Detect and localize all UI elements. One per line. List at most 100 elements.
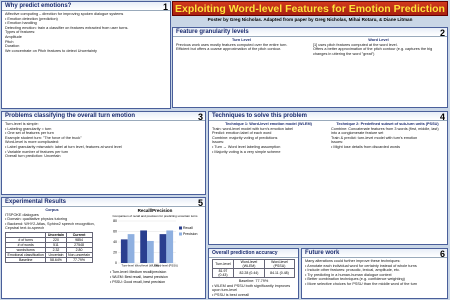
- panel-number: 3: [197, 112, 203, 122]
- table-row: Turn-level Word-level (WLEM) Word-level (P…: [212, 259, 296, 269]
- text-line: • Variable number of features per turn: [5, 149, 69, 154]
- text-line: Combine: Concatenate features from 3 wor…: [331, 126, 439, 136]
- text-line: Train: word-level model with turn's emot…: [212, 126, 293, 131]
- legend-swatch: [179, 232, 182, 236]
- table-cell: Non-uncertain: [65, 251, 93, 258]
- table-cell: Emotional classification: [4, 251, 47, 258]
- baseline: Baseline: 77.79%: [238, 279, 269, 283]
- panel-body: Corpus ITSPOKE dialogues • Domain: qualita…: [2, 207, 102, 263]
- table-cell: 84.11 (0.48): [263, 268, 296, 278]
- text-line: Detecting emotion: train a classifier on…: [5, 25, 129, 30]
- table-cell: Baseline: [4, 256, 47, 263]
- poster-title: Exploiting Word-level Features for Emoti…: [172, 1, 448, 16]
- panel-number: 6: [439, 249, 445, 259]
- text-line: Pitch: [5, 39, 14, 44]
- text-line: Train & predict: turn-level model with t…: [331, 135, 418, 140]
- table-cell: 82.28 (0.44): [232, 268, 265, 278]
- table-header: Word-level (PSSU): [263, 259, 296, 269]
- bar: [140, 230, 147, 263]
- panel-heading: Experimental Results: [2, 198, 205, 207]
- table-row: Emotional classification Uncertain Non-unc…: [4, 251, 93, 258]
- panel: Overall prediction accuracy Turn-level Wor…: [208, 248, 299, 299]
- text-line: • Better combination techniques (e.g. co…: [305, 277, 405, 282]
- text-line: Combine: majority voting of predictions: [212, 135, 278, 140]
- panel-body: Turn-level is simple: • Labeling granular…: [2, 121, 205, 159]
- text-line: We concentrate on Pitch features to dete…: [5, 48, 97, 53]
- column: Turn Level Previous work uses mostly feat…: [173, 38, 310, 56]
- text-line: Efficient but offers a coarse approximat…: [176, 47, 281, 52]
- bar: [147, 240, 154, 263]
- panel-number: 5: [197, 198, 203, 208]
- text-line: Corpus: [45, 208, 59, 212]
- panel-heading: Feature granularity levels: [173, 28, 447, 37]
- x-tick-label: Turn-level: [121, 264, 134, 268]
- text-line: • PSSU is best overall: [212, 292, 249, 297]
- table-cell: 81.97 (0.43): [212, 268, 234, 278]
- y-tick-label: 20: [113, 250, 117, 254]
- text-line: • Emotion detection (prediction): [5, 16, 58, 21]
- panel-heading: Overall prediction accuracy: [209, 249, 298, 258]
- text-line: Turn Level: [232, 38, 251, 42]
- panel-body: Affective computing – direction for impr…: [2, 11, 170, 53]
- text-line: Duration: [5, 44, 20, 49]
- text-line: Many alterations could further improve t…: [305, 259, 401, 263]
- text-line: Previous work uses mostly features compu…: [176, 42, 288, 47]
- text-line: Example student turn: "The force of the …: [5, 135, 82, 140]
- text-line: Offers a better approximation of the pit…: [313, 47, 433, 56]
- panel: 4 Techniques to solve this problem Techniq…: [208, 111, 448, 245]
- column: Technique 2: Predefined subset of sub-tu…: [328, 122, 447, 154]
- panel-heading: Future work: [302, 249, 447, 258]
- text-line: • Annotate each individual word for cert…: [305, 263, 417, 268]
- text-line: Amplitude: [5, 34, 22, 39]
- text-line: Predict: emotion label of each word: [212, 131, 272, 136]
- text-line: Technique 2: Predefined subset of sub-tu…: [336, 122, 439, 126]
- panel-number: 1: [162, 2, 168, 12]
- table-row: 81.97 (0.43) 82.28 (0.44) 84.11 (0.48): [212, 268, 296, 278]
- text-line: • Majority voting is a very simple schem…: [212, 149, 281, 154]
- chart-note: • PSSU: Good recall, best precision: [110, 280, 165, 284]
- legend-label: Recall: [183, 226, 193, 230]
- panel-heading: Techniques to solve this problem: [209, 112, 447, 121]
- text-line: • WLEM and PSSU both significantly impro…: [212, 283, 291, 293]
- text-line: Word-level is more complicated:: [5, 140, 59, 145]
- panel-number: 2: [439, 28, 445, 38]
- panel-heading: Problems classifying the overall turn em…: [2, 112, 205, 121]
- chart-note: • WLEM: Best recall, lowest precision: [110, 275, 168, 279]
- text-line: Technique 1: Word-level emotion model (W…: [225, 122, 312, 126]
- text-line: • One set of features per turn: [5, 131, 54, 136]
- table-row: Baseline 58.64% 77.79%: [4, 256, 93, 263]
- y-tick-label: 40: [113, 240, 117, 244]
- panel-body: Turn Level Previous work uses mostly feat…: [173, 37, 447, 56]
- byline: Poster by Greg Nicholas. Adapted from pa…: [207, 17, 413, 22]
- chart-subtitle: Comparison of recall and precision for p…: [112, 214, 198, 218]
- table-row: Uncertain Current: [4, 231, 93, 238]
- text-line: • Emotion handling: [5, 21, 37, 26]
- table-cell: 58.64%: [45, 256, 67, 263]
- text-line: [1] uses pitch features computed at the …: [313, 42, 398, 47]
- text-line: • Domain: qualitative physics tutoring: [5, 217, 68, 222]
- bar: [166, 230, 174, 263]
- x-tick-label: Word-level (WLEM): [135, 264, 159, 268]
- accuracy-table: Turn-level Word-level (WLEM) Word-level (P…: [212, 259, 296, 278]
- text-line: Word Level: [368, 38, 389, 42]
- bar: [120, 239, 128, 263]
- panel: 2 Feature granularity levels Turn Level Pre…: [172, 27, 448, 108]
- panel-body: Many alterations could further improve t…: [302, 258, 447, 287]
- panel-heading: Why predict emotions?: [2, 2, 170, 11]
- text-line: Affective computing – direction for impr…: [5, 12, 124, 16]
- legend-swatch: [179, 226, 182, 230]
- table-cell: 77.79%: [65, 256, 93, 263]
- text-line: • Turn → Word level labeling assumption: [212, 144, 281, 149]
- legend-label: Precision: [183, 232, 197, 236]
- chart-note: • Turn-level: Medium recall/precision: [110, 270, 166, 274]
- panel-number: 4: [439, 112, 445, 122]
- corpus-table: Uncertain Current # of turns 220 9854 # of wo…: [4, 231, 93, 263]
- text-line: Types of features:: [5, 30, 36, 35]
- text-line: Issues:: [331, 140, 344, 145]
- text-line: • Labeling granularity = turn: [5, 126, 52, 131]
- y-tick-label: 0: [115, 261, 117, 265]
- text-line: Turn-level is simple:: [5, 122, 39, 126]
- panel-body: Technique 1: Word-level emotion model (W…: [209, 121, 447, 154]
